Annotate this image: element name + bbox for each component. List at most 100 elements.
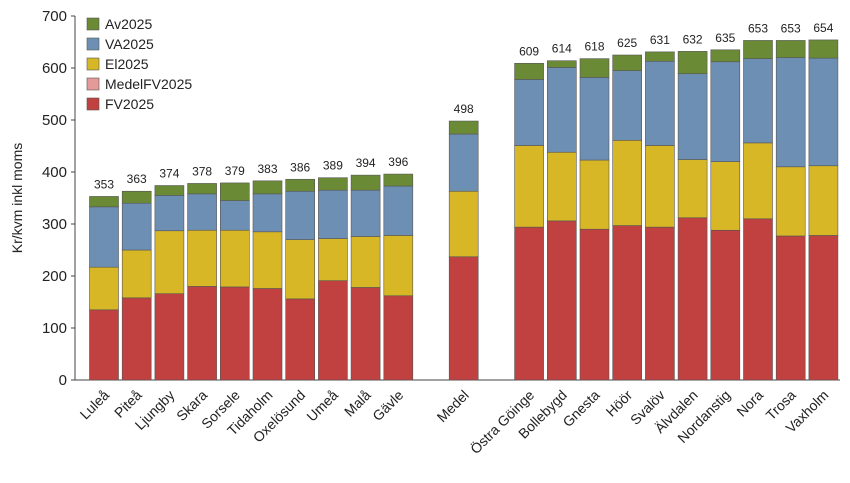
total-label: 386 <box>290 160 310 174</box>
bar-segment <box>808 235 839 381</box>
total-label: 396 <box>388 155 408 169</box>
bar-segment <box>252 231 283 289</box>
bar-segment <box>775 235 806 381</box>
bar-segment <box>285 178 316 192</box>
legend-swatch <box>86 97 100 111</box>
x-tick-label: Nora <box>733 387 766 420</box>
bar-segment <box>743 218 773 381</box>
bar-segment <box>121 249 152 299</box>
bar-segment <box>743 40 773 59</box>
total-label: 498 <box>454 102 474 116</box>
y-tick-label: 100 <box>42 320 67 337</box>
bar-segment <box>154 185 185 196</box>
bar-segment <box>121 190 152 204</box>
bar-segment <box>677 51 708 75</box>
y-axis-label: Kr/kvm inkl moms <box>9 143 25 253</box>
bar-segment <box>383 235 414 297</box>
total-label: 635 <box>715 31 735 45</box>
bar-segment <box>89 196 119 208</box>
legend-label: Av2025 <box>105 16 152 32</box>
bar-segment <box>645 226 675 381</box>
total-label: 389 <box>323 159 343 173</box>
legend-swatch <box>86 37 100 51</box>
bar-segment <box>448 190 479 258</box>
x-tick-label: Malå <box>341 387 374 420</box>
bar-segment <box>775 57 806 168</box>
bar-segment <box>285 298 316 381</box>
bar-segment <box>514 79 544 146</box>
total-label: 653 <box>748 21 768 35</box>
bar-segment <box>448 120 479 135</box>
bar-segment <box>252 180 283 195</box>
bar-segment <box>612 70 643 141</box>
bar-segment <box>89 266 119 311</box>
y-tick-label: 500 <box>42 112 67 129</box>
bar-segment <box>546 151 577 222</box>
legend-label: El2025 <box>105 56 149 72</box>
total-label: 618 <box>584 40 604 54</box>
bar-segment <box>775 40 806 58</box>
y-tick-label: 400 <box>42 164 67 181</box>
total-label: 394 <box>356 156 376 170</box>
bar-segment <box>612 139 643 226</box>
bar-segment <box>612 54 643 71</box>
bar-segment <box>743 142 773 220</box>
bar-segment <box>121 297 152 381</box>
bar-segment <box>187 229 217 287</box>
total-label: 353 <box>94 177 114 191</box>
legend-label: MedelFV2025 <box>105 76 192 92</box>
bar-segment <box>383 185 414 236</box>
bar-segment <box>154 293 185 381</box>
total-label: 654 <box>813 21 833 35</box>
y-tick-label: 0 <box>59 372 67 389</box>
bar-segment <box>579 159 610 230</box>
bar-segment <box>350 236 381 288</box>
bar-segment <box>645 60 675 146</box>
bar-segment <box>808 57 839 167</box>
bar-segment <box>645 145 675 228</box>
y-tick-label: 200 <box>42 268 67 285</box>
y-tick-label: 300 <box>42 216 67 233</box>
bar-segment <box>187 286 217 381</box>
bar-segment <box>546 220 577 381</box>
bar-segment <box>285 239 316 300</box>
total-label: 614 <box>552 42 572 56</box>
total-label: 363 <box>127 172 147 186</box>
x-tick-label: Gnesta <box>559 387 602 430</box>
bar-segment <box>710 229 741 381</box>
total-label: 625 <box>617 36 637 50</box>
bar-segment <box>612 225 643 381</box>
legend-swatch <box>86 57 100 71</box>
bar-segment <box>220 229 250 288</box>
x-tick-label: Medel <box>434 387 472 425</box>
bar-segment <box>383 295 414 381</box>
bar-segment <box>677 217 708 381</box>
bar-segment <box>318 177 348 191</box>
bar-segment <box>710 49 741 63</box>
bar-segment <box>710 61 741 162</box>
bar-segment <box>154 230 185 294</box>
bar-segment <box>220 200 250 231</box>
bar-segment <box>89 206 119 268</box>
bar-segment <box>318 189 348 239</box>
x-tick-label: Luleå <box>77 387 113 423</box>
bar-segment <box>448 133 479 192</box>
bar-segment <box>579 228 610 381</box>
bar-segment <box>121 202 152 251</box>
legend-swatch <box>86 17 100 31</box>
bar-segment <box>677 159 708 219</box>
bar-segment <box>187 193 217 231</box>
bar-segment <box>89 309 119 381</box>
total-label: 632 <box>683 32 703 46</box>
bar-segment <box>579 77 610 161</box>
bar-segment <box>546 60 577 68</box>
bar-segment <box>154 195 185 232</box>
bar-segment <box>743 58 773 144</box>
bar-segment <box>645 51 675 62</box>
total-label: 378 <box>192 164 212 178</box>
x-tick-label: Umeå <box>303 387 341 425</box>
bar-segment <box>383 173 414 187</box>
bar-segment <box>546 67 577 153</box>
bar-segment <box>579 58 610 78</box>
